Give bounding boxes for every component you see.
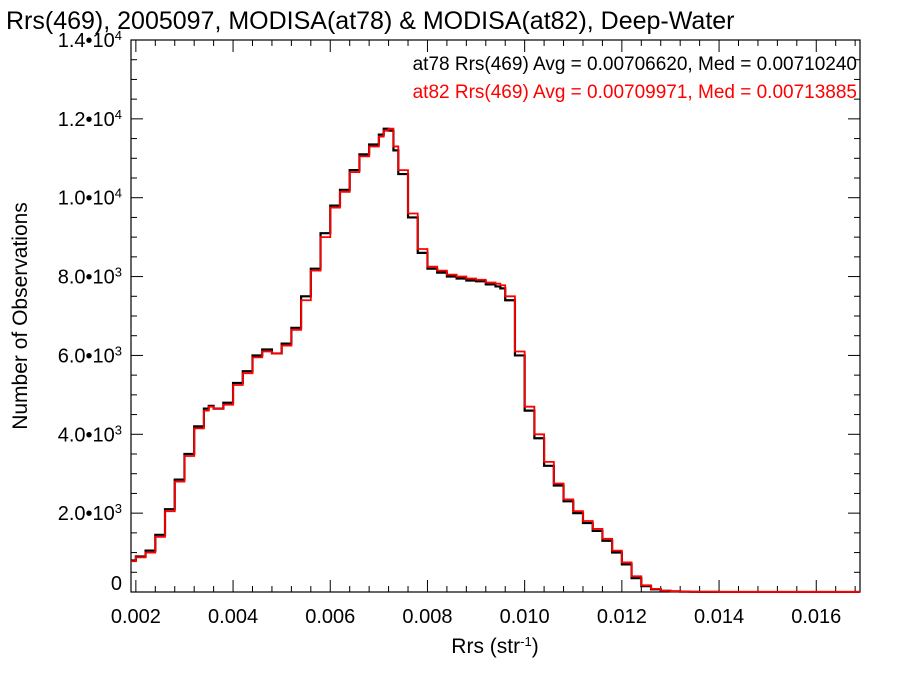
- y-tick-mantissa: 1.0•10: [58, 188, 115, 210]
- y-tick-mantissa: 8.0•10: [58, 267, 115, 289]
- x-axis-label-main: Rrs (str: [451, 635, 520, 658]
- y-tick-label: 1.4•104: [58, 28, 122, 53]
- legend-entry-at82: at82 Rrs(469) Avg = 0.00709971, Med = 0.…: [413, 82, 857, 103]
- y-tick-mantissa: 2.0•10: [58, 503, 115, 525]
- x-tick-label: 0.014: [694, 606, 744, 628]
- x-axis-label-tail: ): [532, 635, 539, 658]
- y-axis-label: Number of Observations: [9, 202, 32, 430]
- y-tick-label: 8.0•103: [58, 264, 122, 289]
- plot-frame: [130, 39, 861, 593]
- y-tick-mantissa: 6.0•10: [58, 345, 115, 367]
- y-axis: 02.0•1034.0•1036.0•1038.0•1031.0•1041.2•…: [58, 28, 860, 595]
- y-tick-label: 6.0•103: [58, 343, 122, 368]
- y-tick-exponent: 3: [115, 422, 122, 437]
- y-tick-label: 1.0•104: [58, 185, 122, 210]
- y-tick-exponent: 3: [115, 501, 122, 516]
- x-tick-label: 0.010: [500, 606, 550, 628]
- plot-area: [131, 127, 860, 594]
- y-tick-label: 2.0•103: [58, 501, 122, 526]
- y-tick-label: 1.2•104: [58, 106, 122, 131]
- legend-entry-at78: at78 Rrs(469) Avg = 0.00706620, Med = 0.…: [413, 54, 857, 75]
- x-tick-label: 0.002: [111, 606, 161, 628]
- series-line-at82: [131, 127, 860, 593]
- y-tick-exponent: 4: [115, 185, 122, 200]
- y-tick-exponent: 4: [115, 28, 122, 43]
- x-axis: 0.002 0.004 0.006 0.008 0.010 0.012 0.014 0.016: [111, 40, 856, 628]
- x-tick-label: 0.016: [791, 606, 841, 628]
- y-tick-mantissa: 0: [111, 573, 122, 595]
- y-tick-exponent: 3: [115, 343, 122, 358]
- y-tick-exponent: 4: [115, 106, 122, 121]
- y-tick-label: 0: [111, 573, 122, 595]
- y-tick-mantissa: 4.0•10: [58, 424, 115, 446]
- x-tick-label: 0.006: [305, 606, 355, 628]
- chart-title: Rrs(469), 2005097, MODISA(at78) & MODISA…: [6, 7, 735, 35]
- x-tick-label: 0.008: [402, 606, 452, 628]
- x-tick-label: 0.012: [597, 606, 647, 628]
- x-tick-label: 0.004: [208, 606, 258, 628]
- x-axis-label: Rrs (str-1): [451, 634, 538, 659]
- series-line-at78: [131, 127, 860, 594]
- y-tick-mantissa: 1.2•10: [58, 109, 115, 131]
- y-tick-label: 4.0•103: [58, 422, 122, 447]
- x-axis-label-superscript: -1: [520, 634, 532, 649]
- y-tick-exponent: 3: [115, 264, 122, 279]
- y-tick-mantissa: 1.4•10: [58, 30, 115, 52]
